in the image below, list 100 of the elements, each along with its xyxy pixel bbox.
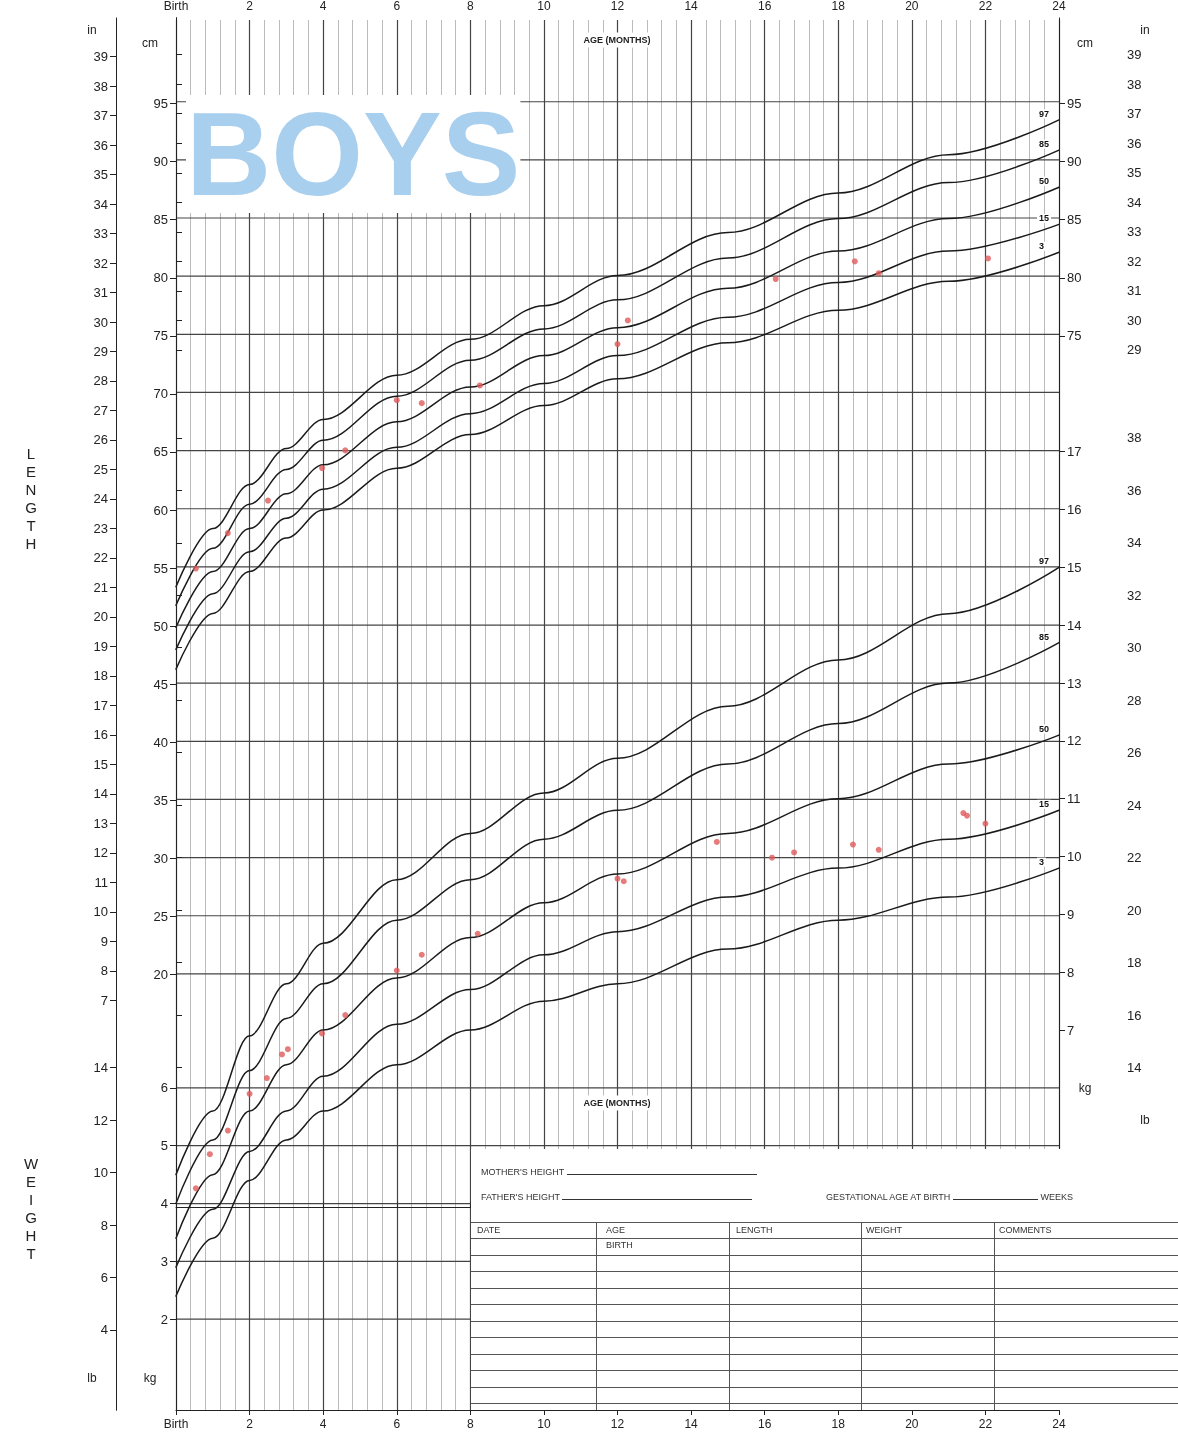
annotation: FATHER'S HEIGHT <box>481 1192 561 1202</box>
point <box>263 1075 270 1082</box>
y3-tick-label: 4 <box>100 1322 108 1338</box>
x-tick-label: 22 <box>978 0 993 13</box>
y-tick-label: 38 <box>1127 430 1142 446</box>
y-tick-label: 39 <box>1127 47 1142 63</box>
point <box>192 1185 199 1192</box>
series-label: 15 <box>1039 213 1050 224</box>
text: WEIGHT <box>24 1155 39 1263</box>
point <box>393 397 400 404</box>
point <box>224 1127 231 1134</box>
point <box>982 820 989 827</box>
point <box>319 1030 326 1037</box>
y-tick-label: 2 <box>160 1311 168 1327</box>
point <box>875 846 882 853</box>
y-tick-label: 75 <box>153 328 168 344</box>
y3-tick-label: 25 <box>93 461 108 477</box>
y-tick-label: 18 <box>1127 955 1142 971</box>
y2-tick-label: 12 <box>1067 733 1082 749</box>
y3-tick-label: 36 <box>93 137 108 153</box>
x-tick-label: Birth <box>163 1417 189 1431</box>
y3-tick-label: 22 <box>93 550 108 566</box>
y-tick-label: 85 <box>153 212 168 228</box>
x-tick-label: 8 <box>466 1417 474 1431</box>
y3-tick-label: 29 <box>93 344 108 359</box>
y-tick-label: 29 <box>1127 342 1142 358</box>
point <box>772 276 779 283</box>
y-tick-label: 38 <box>1127 76 1142 92</box>
y3-tick-label: 10 <box>93 904 108 920</box>
y-tick-label: 3 <box>160 1253 168 1269</box>
point <box>985 255 991 262</box>
annotation: MOTHER'S HEIGHT <box>481 1167 566 1177</box>
text: LENGTH <box>24 445 38 553</box>
y3-tick-label: 18 <box>93 668 108 684</box>
y-tick-label: 4 <box>160 1196 168 1212</box>
y3-tick-label: 26 <box>93 432 108 448</box>
y3-tick-label: 10 <box>93 1165 108 1181</box>
annotation: WEEKS <box>1040 1192 1073 1202</box>
x-tick-label: Birth <box>163 0 189 13</box>
series-label: 85 <box>1039 631 1050 642</box>
y-tick-label: 32 <box>1127 253 1142 269</box>
point <box>713 838 720 845</box>
y2-tick-label: 15 <box>1067 559 1082 575</box>
point <box>246 1090 253 1097</box>
point <box>474 930 481 937</box>
y2-axis-title: kg <box>1078 1081 1092 1095</box>
y3-tick-label: 21 <box>93 579 108 595</box>
x-tick-label: 8 <box>466 0 474 13</box>
y3-tick-label: 35 <box>93 167 108 183</box>
y3-tick-label: 27 <box>93 402 108 418</box>
y-tick-label: 34 <box>1127 194 1142 210</box>
series-label: 3 <box>1039 857 1045 868</box>
y3-tick-label: 13 <box>93 815 108 831</box>
point <box>769 854 776 861</box>
y3-tick-label: 39 <box>93 49 108 65</box>
y3-tick-label: 32 <box>93 255 108 271</box>
y-tick-label: 24 <box>1127 797 1142 813</box>
y-tick-label: 31 <box>1127 283 1142 299</box>
y3-tick-label: 12 <box>93 845 108 861</box>
point <box>342 447 349 454</box>
y-tick-label: 37 <box>1127 106 1142 122</box>
y-tick-label: 32 <box>1127 587 1142 603</box>
y3-tick-label: 31 <box>93 285 108 301</box>
y-tick-label: 26 <box>1127 745 1142 761</box>
x-tick-label: 10 <box>537 0 551 13</box>
y-tick-label: 25 <box>153 908 168 924</box>
y-tick-label: 95 <box>153 96 168 112</box>
point <box>620 878 627 885</box>
y3-axis-title: in <box>87 23 97 37</box>
x-tick-label: 14 <box>684 0 699 13</box>
point <box>849 841 856 848</box>
y3-tick-label: 6 <box>100 1269 108 1285</box>
annotation: AGE <box>606 1225 626 1235</box>
y2-tick-label: 85 <box>1067 212 1082 228</box>
point <box>284 1046 291 1053</box>
y-tick-label: 55 <box>153 560 168 576</box>
x-tick-label: 2 <box>246 0 254 13</box>
point <box>224 530 231 537</box>
annotation: WEIGHT <box>866 1225 902 1235</box>
y-tick-label: 33 <box>1127 224 1142 240</box>
point <box>964 812 971 819</box>
annotation: COMMENTS <box>999 1225 1052 1235</box>
y-tick-label: 14 <box>1127 1060 1142 1076</box>
y3-tick-label: 30 <box>93 314 108 330</box>
x-tick-label: 24 <box>1052 0 1066 13</box>
y-tick-label: 5 <box>160 1138 168 1154</box>
y-tick-label: 16 <box>1127 1007 1142 1023</box>
x-tick-label: 22 <box>978 1417 993 1431</box>
annotation: GESTATIONAL AGE AT BIRTH <box>826 1192 951 1202</box>
point <box>264 497 271 504</box>
y3-tick-label: 9 <box>100 933 108 949</box>
y-tick-label: 90 <box>153 154 168 170</box>
point <box>875 270 882 277</box>
x-tick-label: 4 <box>319 1417 327 1431</box>
x-tick-label: 16 <box>757 0 772 13</box>
y3-tick-label: 8 <box>100 1217 108 1233</box>
x-tick-label: 14 <box>684 1417 699 1431</box>
point <box>418 951 425 958</box>
y3-tick-label: 37 <box>93 108 108 124</box>
y2-tick-label: 95 <box>1067 96 1082 112</box>
